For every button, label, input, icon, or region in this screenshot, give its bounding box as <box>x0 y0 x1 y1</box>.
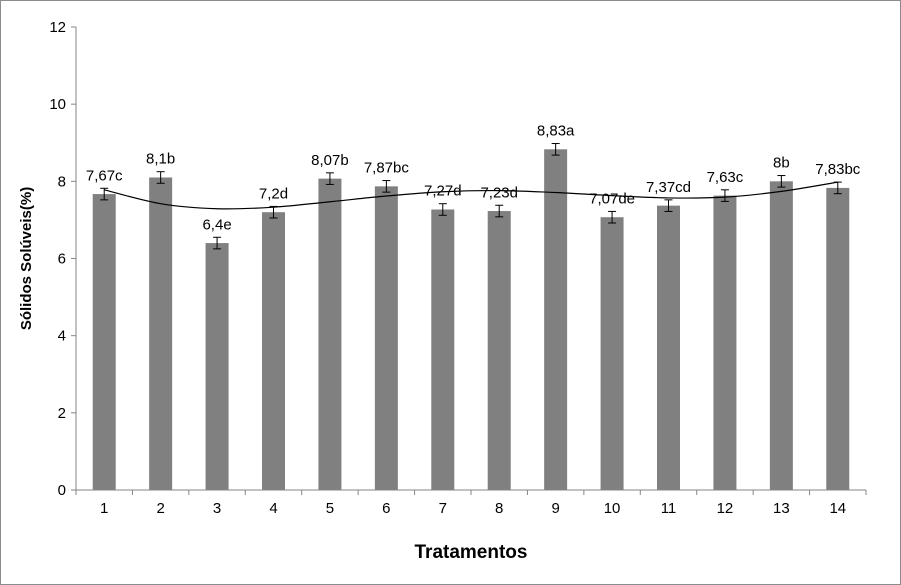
x-axis-ticks: 1 2 3 4 5 6 7 8 9 10 11 12 13 14 <box>75 490 867 517</box>
bar <box>374 186 398 490</box>
y-tick-label: 4 <box>58 328 66 345</box>
x-tick-label: 8 <box>495 500 503 517</box>
bar <box>92 194 116 490</box>
bar <box>318 178 342 490</box>
data-label: 6,4e <box>202 216 231 233</box>
bar <box>149 177 173 490</box>
data-label: 7,83bc <box>815 161 861 178</box>
y-tick-label: 12 <box>49 19 66 36</box>
data-label: 8,1b <box>146 151 175 168</box>
data-label: 7,87bc <box>364 160 410 177</box>
data-label: 7,27d <box>424 183 462 200</box>
x-tick-label: 1 <box>100 500 108 517</box>
bar <box>600 217 624 491</box>
bar <box>431 209 455 491</box>
x-tick-label: 10 <box>604 500 621 517</box>
data-label: 7,07de <box>589 190 635 207</box>
x-tick-label: 7 <box>439 500 447 517</box>
data-label: 8,07b <box>311 152 349 169</box>
x-tick-label: 12 <box>717 500 734 517</box>
bar <box>713 195 737 490</box>
y-tick-label: 10 <box>49 96 66 113</box>
bar <box>487 211 511 491</box>
x-tick-label: 6 <box>382 500 390 517</box>
x-tick-label: 3 <box>213 500 221 517</box>
y-axis-title: Sólidos Solúveis(%) <box>18 187 35 330</box>
bar <box>205 243 229 490</box>
bar <box>826 187 850 490</box>
bar <box>657 205 680 490</box>
bars <box>92 149 850 491</box>
data-label: 7,23d <box>480 184 518 201</box>
y-axis-ticks: 0 2 4 6 8 10 12 <box>49 19 76 499</box>
x-tick-label: 9 <box>551 500 559 517</box>
x-tick-label: 14 <box>829 500 846 517</box>
x-tick-label: 4 <box>269 500 277 517</box>
y-tick-label: 6 <box>58 251 66 268</box>
y-tick-label: 8 <box>58 173 66 190</box>
bar <box>262 212 285 490</box>
x-tick-label: 11 <box>661 500 677 517</box>
bar <box>769 181 793 491</box>
x-tick-label: 5 <box>326 500 334 517</box>
data-label: 7,2d <box>259 185 288 202</box>
y-tick-label: 0 <box>58 482 66 499</box>
trend-line <box>104 181 838 210</box>
data-label: 8,83a <box>537 123 575 140</box>
x-tick-label: 13 <box>773 500 790 517</box>
data-label: 7,37cd <box>646 179 691 196</box>
x-tick-label: 2 <box>156 500 164 517</box>
data-label: 7,67c <box>86 167 123 184</box>
data-label: 8b <box>773 155 790 172</box>
data-label: 7,63c <box>707 169 744 186</box>
error-bars <box>100 143 842 250</box>
y-tick-label: 2 <box>58 405 66 422</box>
bar <box>544 149 568 490</box>
data-labels: 7,67c 8,1b 6,4e 7,2d 8,07b 7,87bc 7,27d 7,23d 8,… <box>86 123 861 234</box>
x-axis-title: Tratamentos <box>415 542 528 563</box>
